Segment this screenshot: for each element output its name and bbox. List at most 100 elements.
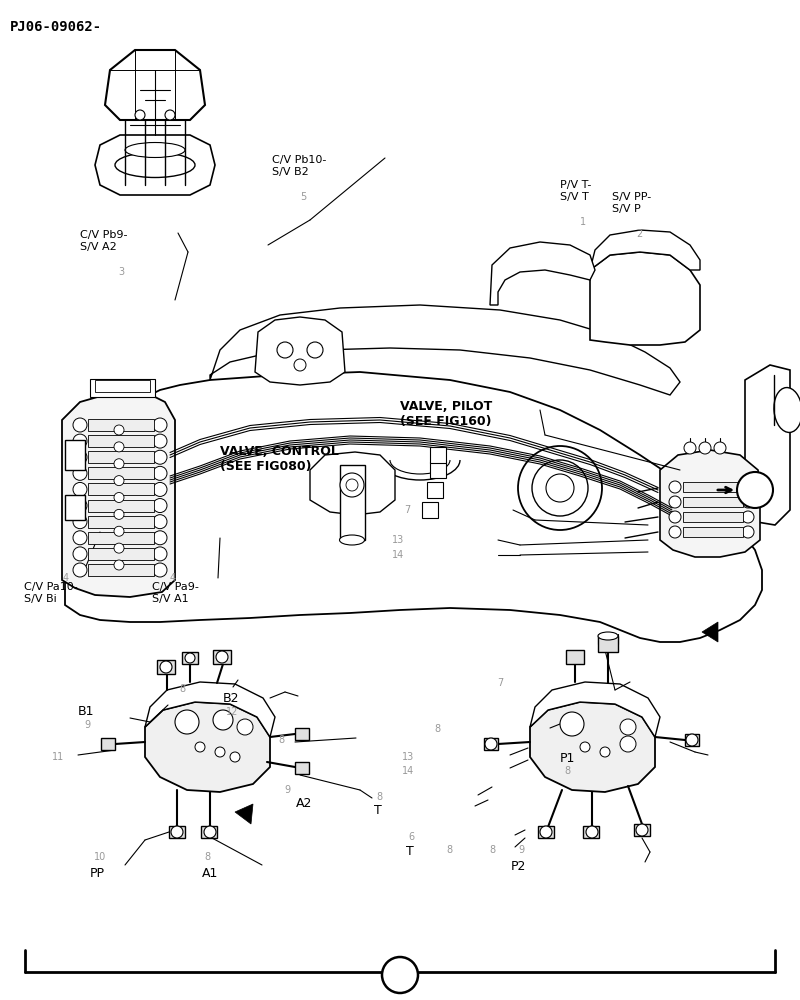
- Text: 5: 5: [300, 192, 306, 202]
- Text: VALVE, CONTROL
(SEE FIG080): VALVE, CONTROL (SEE FIG080): [220, 445, 339, 473]
- Polygon shape: [702, 622, 718, 642]
- Circle shape: [73, 466, 87, 480]
- Bar: [88, 548, 154, 560]
- Circle shape: [153, 499, 167, 513]
- Circle shape: [73, 563, 87, 577]
- Bar: [213, 650, 231, 664]
- Text: 8: 8: [434, 724, 441, 734]
- Circle shape: [73, 531, 87, 545]
- Text: 14: 14: [402, 766, 414, 776]
- Bar: [88, 564, 154, 576]
- Text: 8: 8: [446, 845, 453, 855]
- Circle shape: [153, 466, 167, 480]
- Bar: [427, 482, 443, 498]
- Ellipse shape: [598, 632, 618, 640]
- Circle shape: [73, 434, 87, 448]
- Circle shape: [73, 418, 87, 432]
- Circle shape: [195, 742, 205, 752]
- Ellipse shape: [125, 142, 185, 157]
- Circle shape: [307, 342, 323, 358]
- Bar: [340, 465, 365, 540]
- Circle shape: [686, 734, 698, 746]
- Bar: [101, 738, 115, 750]
- Bar: [95, 380, 150, 392]
- Circle shape: [175, 710, 199, 734]
- Text: C/V Pa9-
S/V A1: C/V Pa9- S/V A1: [152, 582, 199, 604]
- Bar: [182, 652, 198, 664]
- Bar: [634, 824, 650, 836]
- Text: 6: 6: [408, 832, 414, 842]
- Text: 14: 14: [392, 550, 404, 560]
- Text: 9: 9: [84, 720, 90, 730]
- Bar: [430, 462, 446, 478]
- Circle shape: [230, 752, 240, 762]
- Circle shape: [73, 450, 87, 464]
- Polygon shape: [740, 475, 760, 495]
- Circle shape: [580, 742, 590, 752]
- Circle shape: [742, 496, 754, 508]
- Circle shape: [114, 509, 124, 519]
- Bar: [683, 497, 743, 507]
- Circle shape: [742, 481, 754, 493]
- Bar: [88, 532, 154, 544]
- Circle shape: [669, 481, 681, 493]
- Text: 9: 9: [518, 845, 525, 855]
- Ellipse shape: [774, 388, 800, 432]
- Circle shape: [586, 826, 598, 838]
- Bar: [422, 502, 438, 518]
- Text: A: A: [394, 968, 406, 982]
- Circle shape: [114, 476, 124, 486]
- Circle shape: [669, 526, 681, 538]
- Polygon shape: [235, 804, 253, 824]
- Text: T: T: [374, 804, 382, 817]
- Circle shape: [135, 110, 145, 120]
- Text: 13: 13: [392, 535, 404, 545]
- Text: P2: P2: [510, 860, 526, 873]
- Polygon shape: [210, 305, 680, 395]
- Text: PJ06-09062-: PJ06-09062-: [10, 20, 102, 34]
- Text: B1: B1: [78, 705, 94, 718]
- Circle shape: [485, 738, 497, 750]
- Circle shape: [73, 547, 87, 561]
- Circle shape: [153, 450, 167, 464]
- Circle shape: [114, 543, 124, 553]
- Circle shape: [346, 479, 358, 491]
- Bar: [90, 379, 155, 397]
- Circle shape: [540, 826, 552, 838]
- Text: PP: PP: [90, 867, 105, 880]
- Polygon shape: [310, 452, 395, 515]
- Bar: [566, 650, 584, 664]
- Circle shape: [620, 736, 636, 752]
- Bar: [583, 826, 599, 838]
- Circle shape: [171, 826, 183, 838]
- Polygon shape: [530, 702, 655, 792]
- Bar: [88, 451, 154, 463]
- Circle shape: [204, 826, 216, 838]
- Circle shape: [294, 359, 306, 371]
- Ellipse shape: [115, 152, 195, 178]
- Text: 8: 8: [179, 684, 186, 694]
- Text: 1: 1: [580, 217, 586, 227]
- Polygon shape: [590, 230, 700, 270]
- Bar: [295, 728, 309, 740]
- Text: 8: 8: [564, 766, 570, 776]
- Text: A1: A1: [202, 867, 218, 880]
- Polygon shape: [490, 242, 595, 305]
- Polygon shape: [145, 702, 270, 792]
- Bar: [65, 495, 85, 520]
- Bar: [157, 660, 175, 674]
- Circle shape: [382, 957, 418, 993]
- Text: 8: 8: [490, 845, 496, 855]
- Circle shape: [73, 515, 87, 529]
- Circle shape: [73, 482, 87, 496]
- Circle shape: [215, 747, 225, 757]
- Circle shape: [742, 511, 754, 523]
- Text: C/V Pb10-
S/V B2: C/V Pb10- S/V B2: [272, 155, 326, 177]
- Bar: [88, 500, 154, 512]
- Bar: [683, 512, 743, 522]
- Bar: [683, 527, 743, 537]
- Circle shape: [560, 712, 584, 736]
- Polygon shape: [65, 372, 762, 642]
- Circle shape: [153, 563, 167, 577]
- Bar: [88, 467, 154, 479]
